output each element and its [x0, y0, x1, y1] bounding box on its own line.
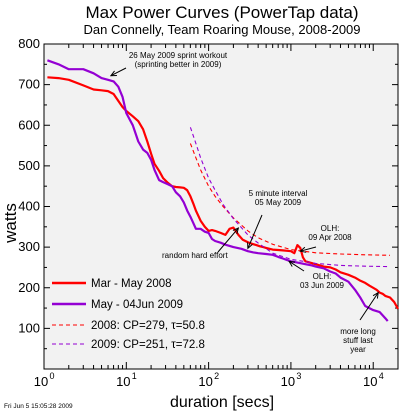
annotation-5: more long stuff last year [340, 291, 379, 354]
x-tick-label: 10 [198, 374, 212, 389]
series-line-2 [189, 143, 391, 256]
y-axis-label: watts [1, 203, 20, 244]
annotation-arrowhead [109, 70, 117, 77]
annotation-arrowhead [372, 291, 379, 299]
x-tick-exponent: 2 [214, 371, 219, 381]
annotation-0: 26 May 2009 sprint workout (sprinting bet… [109, 51, 228, 77]
series-lines [47, 59, 399, 322]
annotation-arrowhead [232, 227, 240, 234]
annotation-text: 26 May 2009 sprint workout (sprinting bet… [129, 51, 228, 69]
annotation-text: random hard effort [162, 251, 228, 260]
annotation-arrow [359, 292, 379, 321]
legend-label-2: 2008: CP=279, τ=50.8 [91, 320, 205, 332]
annotation-1: 5 minute interval 05 May 2009 [247, 189, 308, 250]
y-tick-label: 200 [18, 280, 40, 295]
annotation-arrow [110, 67, 127, 77]
annotation-2: OLH: 09 Apr 2008 [299, 224, 352, 253]
annotation-text: OLH: 09 Apr 2008 [308, 224, 352, 242]
legend: Mar - May 2008 May - 04Jun 2009 2008: CP=2… [52, 278, 205, 351]
annotations: 26 May 2009 sprint workout (sprinting bet… [109, 51, 379, 354]
series-line-0 [47, 76, 399, 310]
x-tick-exponent: 3 [296, 371, 301, 381]
legend-label-1: May - 04Jun 2009 [91, 299, 183, 311]
y-tick-label: 100 [18, 320, 40, 335]
x-tick-label: 10 [363, 374, 377, 389]
annotation-arrowhead [299, 246, 307, 253]
x-tick-label: 10 [281, 374, 295, 389]
x-tick-label: 10 [116, 374, 130, 389]
x-tick-label: 10 [34, 374, 48, 389]
y-tick-label: 600 [18, 117, 40, 132]
y-tick-label: 400 [18, 199, 40, 214]
footer-timestamp: Fri Jun 5 15:05:28 2009 [4, 403, 73, 410]
chart-subtitle: Dan Connelly, Team Roaring Mouse, 2008-2… [83, 22, 360, 37]
annotation-arrowhead [288, 260, 296, 267]
annotation-arrow [300, 246, 317, 252]
x-tick-exponent: 0 [49, 371, 54, 381]
annotation-text: 5 minute interval 05 May 2009 [249, 189, 308, 207]
x-axis-label: duration [secs] [170, 394, 274, 411]
annotation-arrowhead [247, 242, 253, 250]
series-line-1 [47, 59, 389, 322]
legend-label-3: 2009: CP=251, τ=72.8 [91, 339, 205, 351]
x-tick-exponent: 1 [132, 371, 137, 381]
annotation-arrow [288, 260, 305, 272]
annotation-arrow [217, 227, 239, 253]
legend-label-0: Mar - May 2008 [91, 278, 172, 290]
y-tick-label: 800 [18, 36, 40, 51]
y-tick-label: 300 [18, 239, 40, 254]
annotation-3: random hard effort [162, 227, 240, 260]
plot-area [43, 43, 399, 370]
annotation-arrow [247, 214, 263, 249]
annotation-text: OLH: 03 Jun 2009 [300, 272, 345, 290]
x-tick-exponent: 4 [379, 371, 384, 381]
annotation-4: OLH: 03 Jun 2009 [288, 260, 345, 290]
annotation-text: more long stuff last year [340, 327, 376, 354]
chart-title: Max Power Curves (PowerTap data) [85, 3, 358, 22]
y-tick-label: 500 [18, 158, 40, 173]
y-tick-label: 700 [18, 77, 40, 92]
